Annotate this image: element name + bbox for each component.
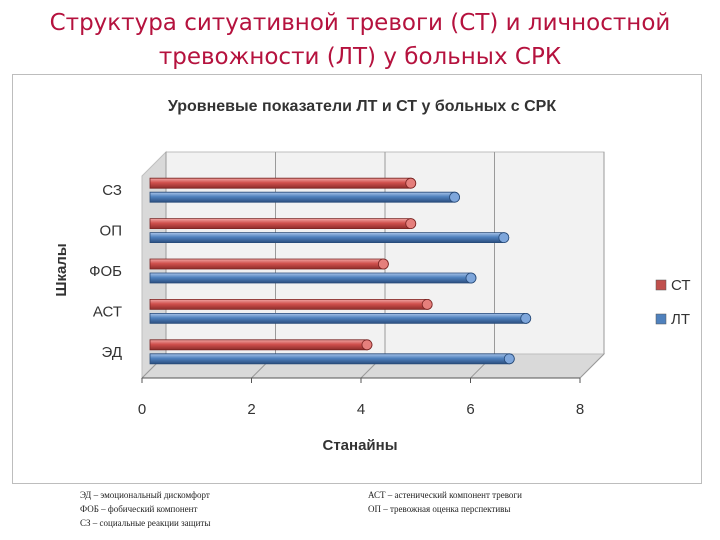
y-tick-label-1: ОП (100, 223, 122, 240)
bar-st-0 (149, 177, 417, 189)
x-axis-title: Станайны (322, 437, 397, 454)
footnote-fob: ФОБ – фобический компонент (80, 504, 198, 514)
bar-cap (377, 258, 389, 270)
y-tick-label-4: ЭД (102, 344, 122, 361)
bar-cap (498, 232, 510, 244)
x-tick-label-3: 6 (466, 401, 474, 418)
bar-cap (421, 298, 433, 310)
bar-body (149, 177, 417, 189)
bar-body (149, 258, 389, 270)
bar-body (149, 353, 515, 365)
bar-body (149, 313, 532, 324)
chart-title: Уровневые показатели ЛТ и СТ у больных с… (168, 98, 556, 115)
footnotes-left: ЭД – эмоциональный дискомфорт ФОБ – фоби… (80, 488, 210, 530)
bar-cap (361, 339, 373, 351)
x-tick-label-0: 0 (138, 401, 146, 418)
bar-lt-4 (149, 353, 515, 365)
bar-cap (465, 272, 477, 284)
bar-lt-0 (149, 191, 460, 203)
bar-body (149, 299, 433, 310)
footnote-op: ОП – тревожная оценка перспективы (368, 504, 511, 514)
bar-cap (405, 177, 417, 189)
footnote-sz: СЗ – социальные реакции защиты (80, 518, 211, 528)
bar-cap (449, 191, 460, 203)
bar-st-2 (149, 258, 389, 270)
legend-label-0: СТ (671, 277, 691, 294)
bar-st-4 (149, 339, 373, 351)
y-tick-label-0: СЗ (102, 182, 122, 199)
floor-gridline (579, 353, 605, 379)
x-tick-label-1: 2 (247, 401, 255, 418)
bar-cap (405, 218, 417, 230)
bar-body (149, 218, 417, 229)
footnote-ast: АСТ – астенический компонент тревоги (368, 490, 522, 500)
slide-title: Структура ситуативной тревоги (СТ) и лич… (0, 6, 720, 74)
bar-body (149, 232, 510, 243)
bar-cap (520, 312, 532, 324)
legend-swatch-0 (655, 279, 667, 291)
bar-body (149, 339, 373, 351)
legend-label-1: ЛТ (671, 311, 690, 328)
bar-st-3 (149, 298, 433, 310)
y-tick-label-3: АСТ (93, 303, 122, 320)
x-tick-label-2: 4 (357, 401, 365, 418)
bar-cap (503, 353, 515, 365)
bar-st-1 (149, 218, 417, 230)
slide-title-line-1: Структура ситуативной тревоги (СТ) и лич… (49, 10, 671, 36)
footnotes-right: АСТ – астенический компонент тревоги ОП … (368, 488, 522, 516)
slide-title-line-2: тревожности (ЛТ) у больных СРК (158, 44, 562, 70)
bar-lt-1 (149, 232, 510, 244)
footnote-ed: ЭД – эмоциональный дискомфорт (80, 490, 210, 500)
y-tick-label-2: ФОБ (89, 263, 122, 280)
bar-lt-3 (149, 312, 532, 324)
legend-swatch-1 (655, 313, 667, 325)
x-tick-label-4: 8 (576, 401, 584, 418)
bar-body (149, 191, 460, 203)
y-axis-title: Шкалы (53, 243, 70, 296)
bar-body (149, 272, 477, 284)
bar-lt-2 (149, 272, 477, 284)
